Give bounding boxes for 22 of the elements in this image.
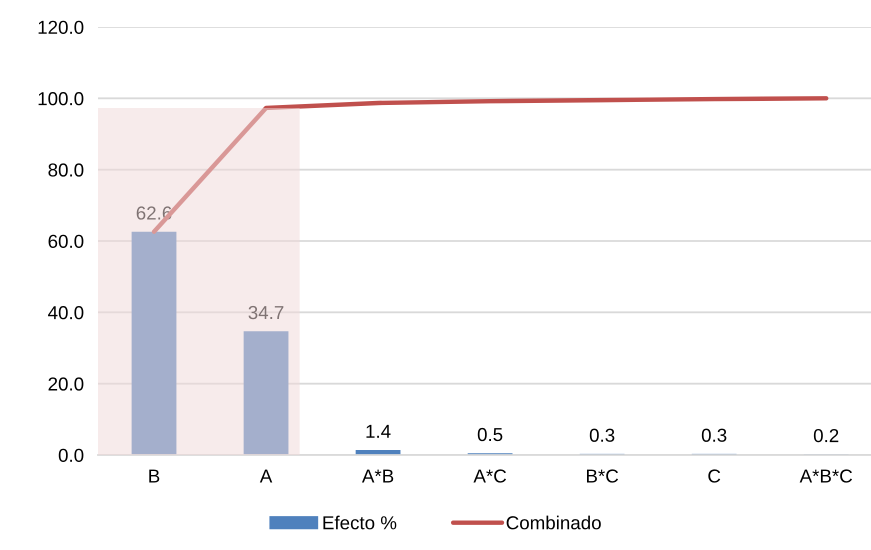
x-tick-label: B [149, 470, 160, 482]
y-tick-label: 60.0 [48, 234, 84, 248]
y-tick-label: 20.0 [48, 377, 84, 391]
legend-label: Combinado [506, 516, 601, 530]
x-tick-label: A*C [473, 469, 506, 483]
data-label: 0.3 [590, 428, 614, 442]
y-tick-label: 40.0 [48, 306, 84, 320]
y-tick-label: 80.0 [48, 163, 84, 177]
legend-label: Efecto % [323, 516, 396, 530]
y-tick-label: 120.0 [38, 20, 84, 34]
data-label: 0.2 [814, 428, 838, 442]
x-tick-label: A*B [362, 470, 394, 482]
y-tick-label: 100.0 [38, 92, 84, 106]
data-label: 34.7 [248, 306, 284, 320]
x-tick-label: C [708, 469, 720, 483]
x-tick-label: A*B*C [800, 469, 852, 483]
data-label: 0.5 [478, 428, 502, 442]
y-tick-label: 0.0 [58, 448, 84, 462]
x-tick-label: A [260, 470, 272, 482]
data-label: 1.4 [366, 424, 391, 438]
x-tick-label: B*C [586, 469, 618, 483]
data-label: 0.3 [702, 428, 726, 442]
